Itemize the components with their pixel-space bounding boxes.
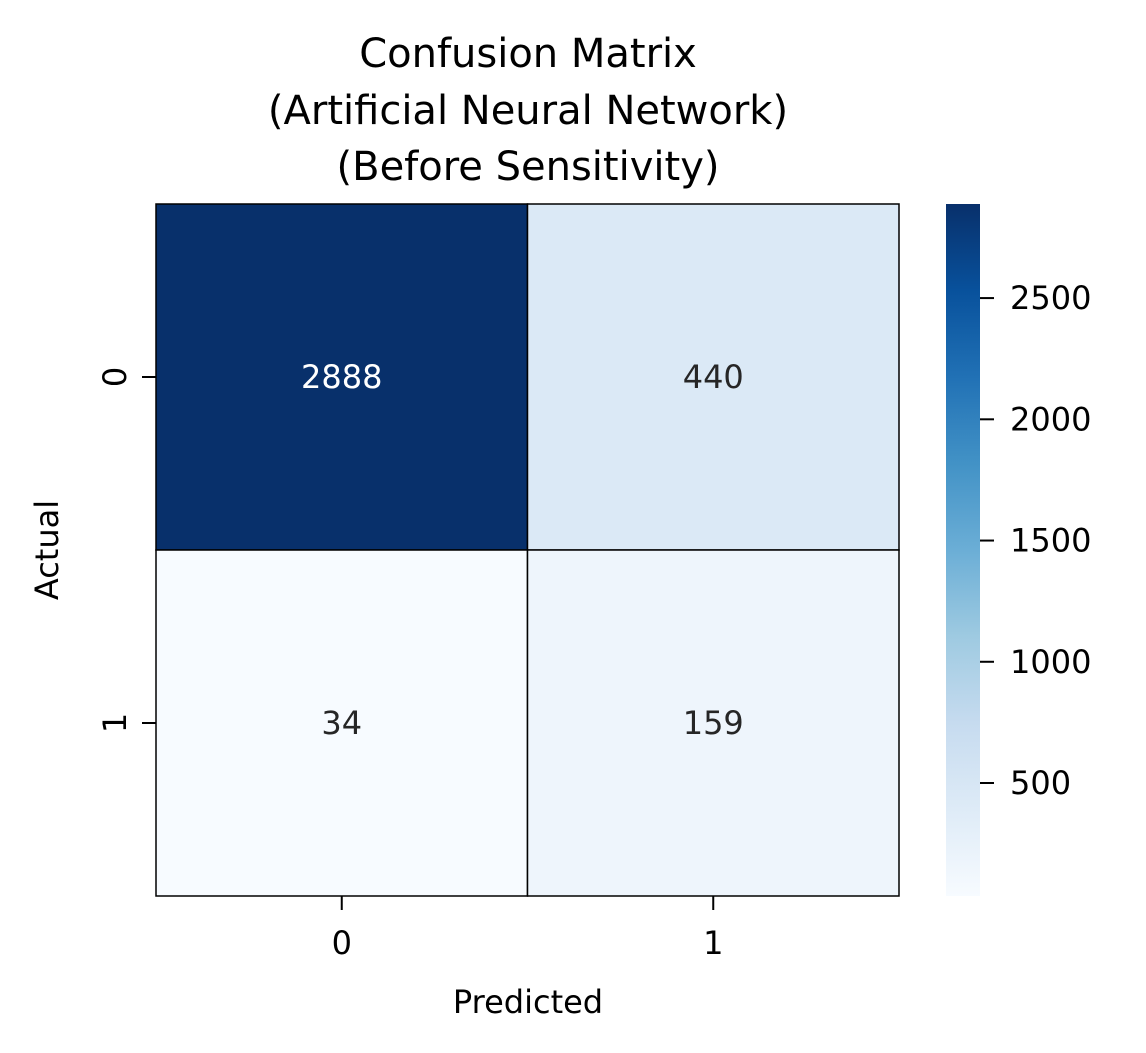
colorbar-tick-label-500: 500 bbox=[1010, 764, 1071, 802]
cell-value-r0-c1: 440 bbox=[683, 358, 744, 396]
x-tick-label-0: 0 bbox=[332, 924, 352, 962]
heatmap-cell-r1-c0 bbox=[155, 549, 529, 897]
heatmap-cell-labels: 2888 440 34 159 bbox=[301, 358, 744, 742]
cell-value-r1-c0: 34 bbox=[321, 704, 362, 742]
chart-title-line-3: (Before Sensitivity) bbox=[337, 144, 720, 190]
cell-value-r0-c0: 2888 bbox=[301, 358, 382, 396]
chart-title: Confusion Matrix (Artificial Neural Netw… bbox=[268, 31, 788, 190]
heatmap-cell-r1-c1 bbox=[526, 549, 900, 897]
colorbar-tick-label-1000: 1000 bbox=[1010, 643, 1091, 681]
colorbar-gradient bbox=[946, 204, 980, 896]
y-axis-ticks: 01 bbox=[96, 367, 156, 733]
x-tick-label-1: 1 bbox=[703, 924, 723, 962]
heatmap-cell-r0-c0 bbox=[155, 203, 529, 551]
cell-value-r1-c1: 159 bbox=[683, 704, 744, 742]
y-axis-label: Actual bbox=[28, 500, 66, 600]
colorbar-tick-label-2000: 2000 bbox=[1010, 400, 1091, 438]
colorbar-tick-label-1500: 1500 bbox=[1010, 522, 1091, 560]
chart-title-line-2: (Artificial Neural Network) bbox=[268, 88, 788, 134]
chart-title-line-1: Confusion Matrix bbox=[359, 31, 697, 77]
colorbar-ticks: 500 1000 1500 2000 2500 bbox=[980, 279, 1091, 802]
colorbar: 500 1000 1500 2000 2500 bbox=[946, 204, 1091, 896]
y-tick-label-1: 1 bbox=[96, 713, 134, 733]
x-axis-label: Predicted bbox=[453, 983, 603, 1021]
heatmap-cell-r0-c1 bbox=[526, 203, 900, 551]
heatmap-cells bbox=[155, 203, 900, 897]
y-tick-label-0: 0 bbox=[96, 367, 134, 387]
colorbar-tick-label-2500: 2500 bbox=[1010, 279, 1091, 317]
